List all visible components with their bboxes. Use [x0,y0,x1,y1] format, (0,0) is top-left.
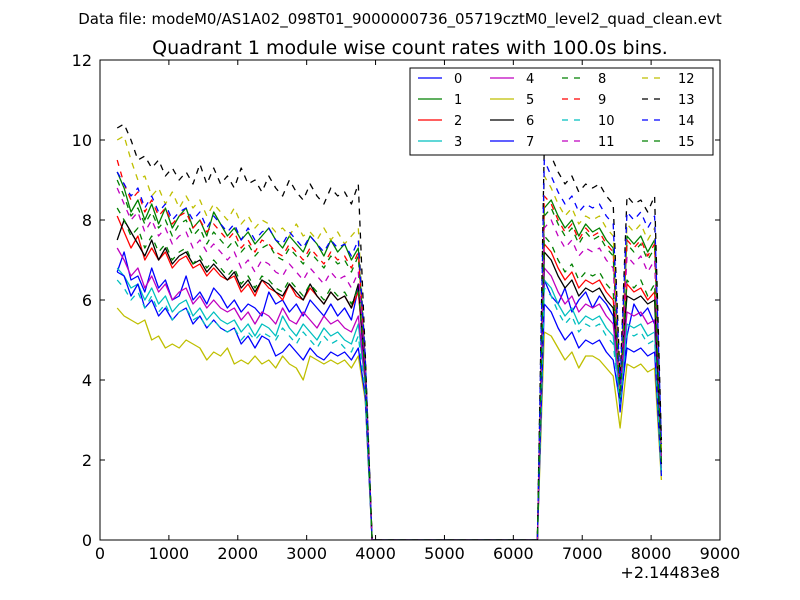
series-line-2 [116,215,663,540]
x-tick-label: 3000 [286,544,327,563]
y-tick-label: 10 [72,131,92,150]
legend-box [409,67,714,156]
legend-label-11: 11 [598,135,615,150]
y-tick-label: 4 [82,371,92,390]
series-line-11 [116,187,663,540]
y-tick-label: 6 [82,291,92,310]
x-tick-label: 2000 [217,544,258,563]
x-tick-label: 6000 [493,544,534,563]
legend-label-8: 8 [598,72,606,87]
legend-label-14: 14 [678,114,695,129]
x-tick-label: 8000 [631,544,672,563]
series-line-15 [116,207,663,540]
x-tick-label: 5000 [424,544,465,563]
series-line-6 [116,219,663,540]
y-tick-label: 0 [82,531,92,550]
legend-label-4: 4 [526,72,534,87]
series-line-9 [116,159,663,540]
series-line-14 [116,159,663,540]
legend-label-1: 1 [454,93,462,108]
x-tick-label: 7000 [562,544,603,563]
x-tick-label: 1000 [149,544,190,563]
legend-label-2: 2 [454,114,462,129]
x-tick-label: 0 [95,544,105,563]
legend-label-5: 5 [526,93,534,108]
series-layer [116,123,663,540]
legend-label-15: 15 [678,135,695,150]
legend-label-0: 0 [454,72,462,87]
series-line-7 [116,271,663,540]
y-tick-label: 2 [82,451,92,470]
legend-label-10: 10 [598,114,615,129]
legend-label-6: 6 [526,114,534,129]
series-line-1 [116,171,663,540]
legend-label-12: 12 [678,72,695,87]
series-line-0 [116,251,663,540]
series-line-3 [116,267,663,540]
figure-suptitle: Data file: modeM0/AS1A02_098T01_90000007… [78,10,722,29]
x-tick-label: 9000 [700,544,741,563]
series-line-4 [116,247,663,540]
legend-label-3: 3 [454,135,462,150]
x-tick-label: 4000 [355,544,396,563]
y-tick-label: 8 [82,211,92,230]
legend-label-7: 7 [526,135,534,150]
axes-layer: 0 1000 2000 3000 4000 5000 6000 7000 8000 9000 0 2 4… [72,51,741,582]
series-line-5 [116,307,663,540]
legend-label-13: 13 [678,93,695,108]
series-line-8 [116,179,663,540]
y-tick-label: 12 [72,51,92,70]
x-offset-label: +2.14483e8 [620,563,720,582]
legend-label-9: 9 [598,93,606,108]
chart-title: Quadrant 1 module wise count rates with … [152,37,668,59]
